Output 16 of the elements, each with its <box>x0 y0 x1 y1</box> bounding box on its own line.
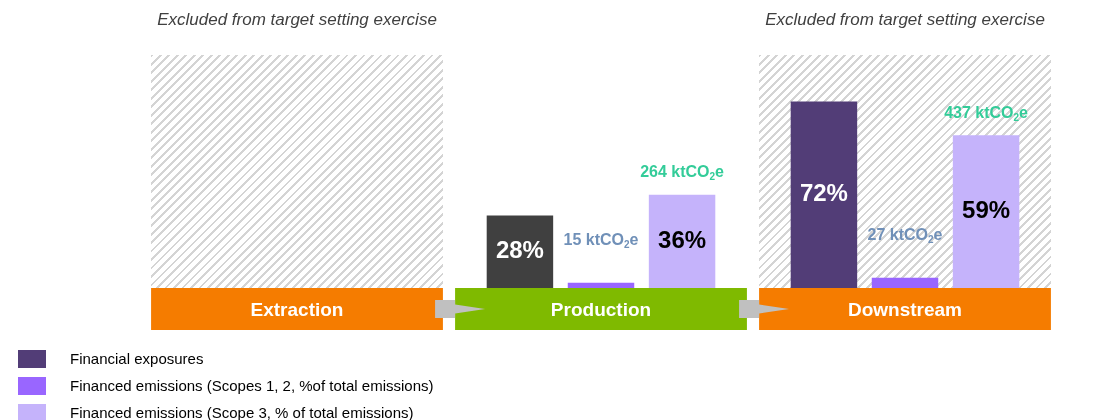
x-tick-label: Downstream <box>847 298 963 320</box>
data-label: 59% <box>962 196 1011 224</box>
bar <box>567 282 635 288</box>
bar <box>952 135 1020 288</box>
legend-label: Financed emissions (Scopes 1, 2, %of total emissions) <box>70 377 434 394</box>
band-label: Excluded from target setting exercise <box>157 9 437 29</box>
data-label: 72% <box>799 179 848 207</box>
bar <box>648 194 716 288</box>
x-tick-label: Production <box>550 298 652 320</box>
data-label: 28% <box>495 236 544 264</box>
bar <box>790 101 858 288</box>
bar <box>871 277 939 288</box>
legend-label: Financial exposures <box>70 350 204 367</box>
data-label: 36% <box>658 226 707 254</box>
band-label: Excluded from target setting exercise <box>765 9 1045 29</box>
x-tick-label: Extraction <box>250 298 344 320</box>
